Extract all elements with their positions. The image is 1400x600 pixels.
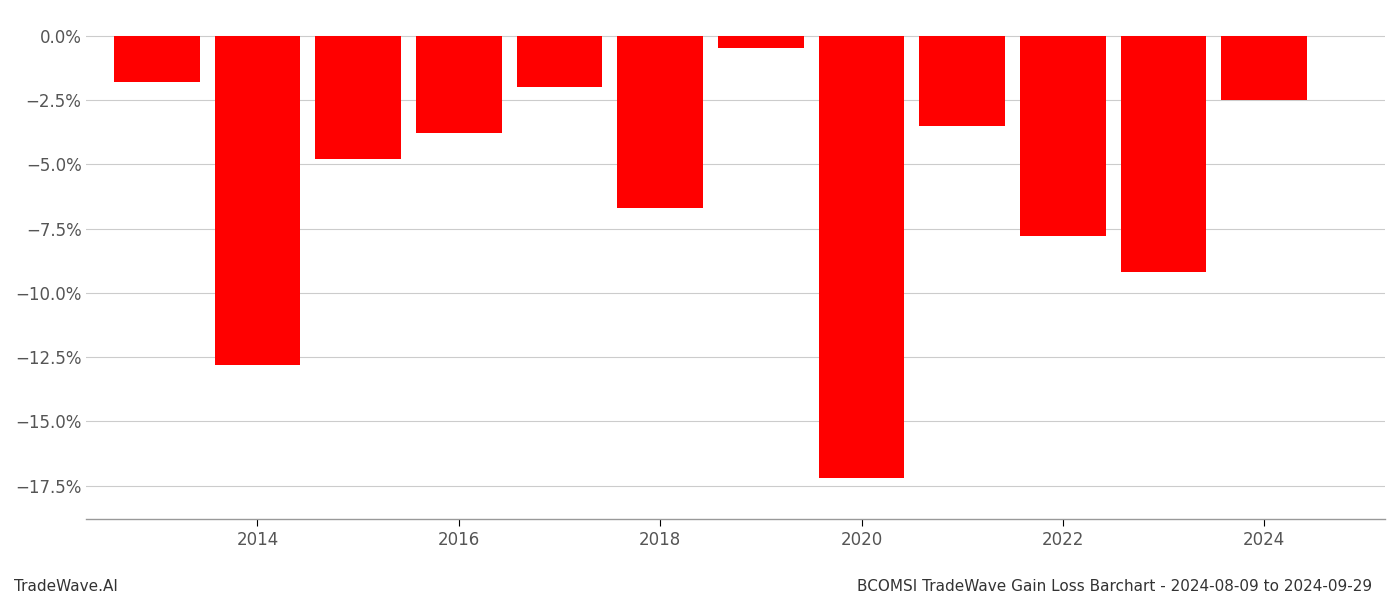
Bar: [517, 35, 602, 87]
Bar: [214, 35, 300, 365]
Bar: [1021, 35, 1106, 236]
Bar: [113, 35, 200, 82]
Text: TradeWave.AI: TradeWave.AI: [14, 579, 118, 594]
Bar: [1221, 35, 1308, 100]
Bar: [819, 35, 904, 478]
Bar: [315, 35, 400, 159]
Bar: [416, 35, 501, 133]
Text: BCOMSI TradeWave Gain Loss Barchart - 2024-08-09 to 2024-09-29: BCOMSI TradeWave Gain Loss Barchart - 20…: [857, 579, 1372, 594]
Bar: [920, 35, 1005, 125]
Bar: [718, 35, 804, 49]
Bar: [1121, 35, 1207, 272]
Bar: [617, 35, 703, 208]
